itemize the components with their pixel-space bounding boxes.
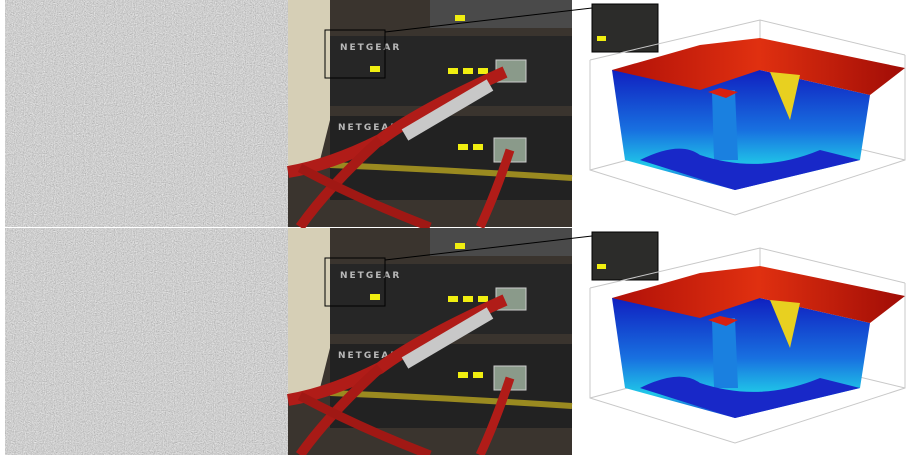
led — [597, 36, 606, 41]
brand-label: NETGEAR — [340, 271, 401, 281]
inset — [592, 232, 658, 280]
led — [448, 296, 458, 302]
led — [455, 243, 465, 249]
shelf — [430, 0, 572, 28]
led — [597, 264, 606, 269]
brand-label: NETGEAR — [340, 43, 401, 53]
led — [463, 296, 473, 302]
led — [455, 15, 465, 21]
noise-image — [5, 228, 288, 455]
led — [478, 68, 488, 74]
surface-peak — [712, 318, 738, 388]
shelf — [430, 228, 572, 256]
noise-image — [5, 0, 288, 227]
led — [473, 372, 483, 378]
wall — [288, 0, 330, 170]
inset — [592, 4, 658, 52]
led — [370, 294, 380, 300]
led — [370, 66, 380, 72]
led — [473, 144, 483, 150]
led — [448, 68, 458, 74]
led — [458, 372, 468, 378]
figure: NETGEARNETGEARNETGEARNETGEAR — [0, 0, 920, 455]
led — [458, 144, 468, 150]
wall — [288, 228, 330, 398]
surface-peak — [712, 90, 738, 160]
led — [478, 296, 488, 302]
led — [463, 68, 473, 74]
